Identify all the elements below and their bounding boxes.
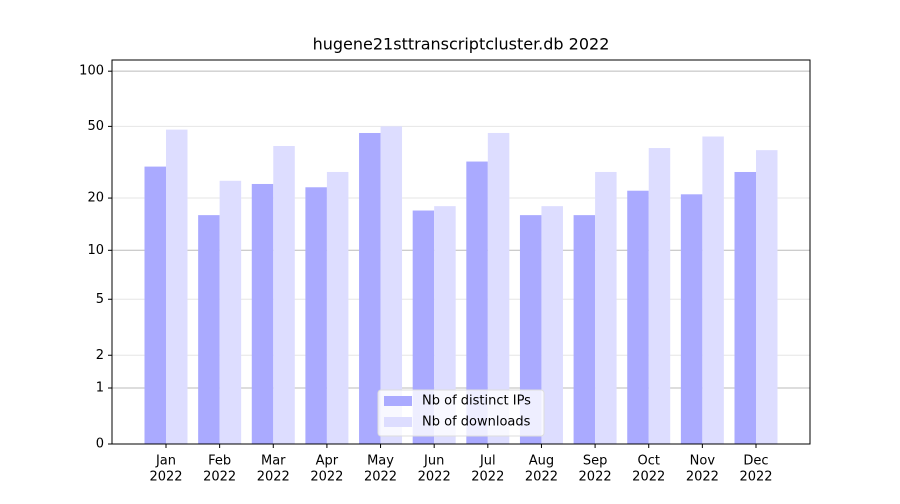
- x-tick-label: 2022: [525, 470, 558, 485]
- x-tick-label: Mar: [261, 454, 286, 469]
- bar: [219, 180, 242, 444]
- x-tick-label: 2022: [257, 470, 290, 485]
- bar: [627, 190, 649, 444]
- bar: [734, 171, 756, 444]
- x-tick-label: 2022: [686, 470, 719, 485]
- x-tick-label: Apr: [316, 454, 339, 469]
- bar: [541, 206, 563, 444]
- x-tick-label: Jan: [155, 454, 176, 469]
- y-tick-label: 1: [96, 381, 104, 396]
- plot-frame: [111, 59, 811, 445]
- x-tick-label: Aug: [529, 454, 554, 469]
- x-tick-label: 2022: [310, 470, 343, 485]
- y-tick-label: 2: [96, 348, 104, 363]
- bar: [519, 215, 542, 444]
- bar: [595, 171, 617, 444]
- legend-swatch: [384, 417, 412, 427]
- x-tick-label: Jul: [479, 454, 496, 469]
- bar: [466, 161, 488, 444]
- legend-box: [377, 389, 545, 437]
- x-tick-label: Oct: [637, 454, 659, 469]
- bar: [434, 206, 456, 444]
- y-tick-label: 0: [96, 437, 104, 452]
- bar: [487, 132, 510, 445]
- bar: [702, 136, 724, 444]
- bar: [305, 187, 327, 444]
- chart-title: hugene21sttranscriptcluster.db 2022: [313, 35, 610, 54]
- bar: [648, 148, 671, 444]
- bar: [198, 215, 220, 444]
- legend-label: Nb of downloads: [422, 415, 531, 430]
- bar: [273, 146, 295, 444]
- bar: [756, 150, 778, 444]
- y-tick-label: 10: [87, 243, 104, 258]
- bar: [144, 166, 166, 444]
- bar: [251, 183, 274, 444]
- y-tick-label: 100: [79, 64, 104, 79]
- x-tick-label: 2022: [632, 470, 665, 485]
- bar: [166, 129, 188, 444]
- x-tick-label: 2022: [418, 470, 451, 485]
- x-tick-label: Jun: [423, 454, 444, 469]
- bar: [326, 171, 349, 444]
- bar: [380, 126, 403, 445]
- x-tick-label: 2022: [149, 470, 182, 485]
- x-tick-label: 2022: [203, 470, 236, 485]
- x-tick-label: 2022: [364, 470, 397, 485]
- x-tick-label: 2022: [739, 470, 772, 485]
- bar: [359, 132, 381, 445]
- legend-label: Nb of distinct IPs: [422, 394, 531, 409]
- x-tick-label: Sep: [583, 454, 608, 469]
- bar: [680, 194, 703, 444]
- bar: [412, 210, 435, 444]
- y-tick-label: 20: [87, 191, 104, 206]
- x-tick-label: Feb: [208, 454, 231, 469]
- y-tick-label: 5: [96, 292, 104, 307]
- y-tick-label: 50: [87, 119, 104, 134]
- bar: [573, 215, 596, 444]
- x-tick-label: Nov: [690, 454, 716, 469]
- x-tick-label: 2022: [579, 470, 612, 485]
- x-tick-label: May: [367, 454, 394, 469]
- legend-swatch: [384, 396, 412, 406]
- x-tick-label: 2022: [471, 470, 504, 485]
- x-tick-label: Dec: [743, 454, 768, 469]
